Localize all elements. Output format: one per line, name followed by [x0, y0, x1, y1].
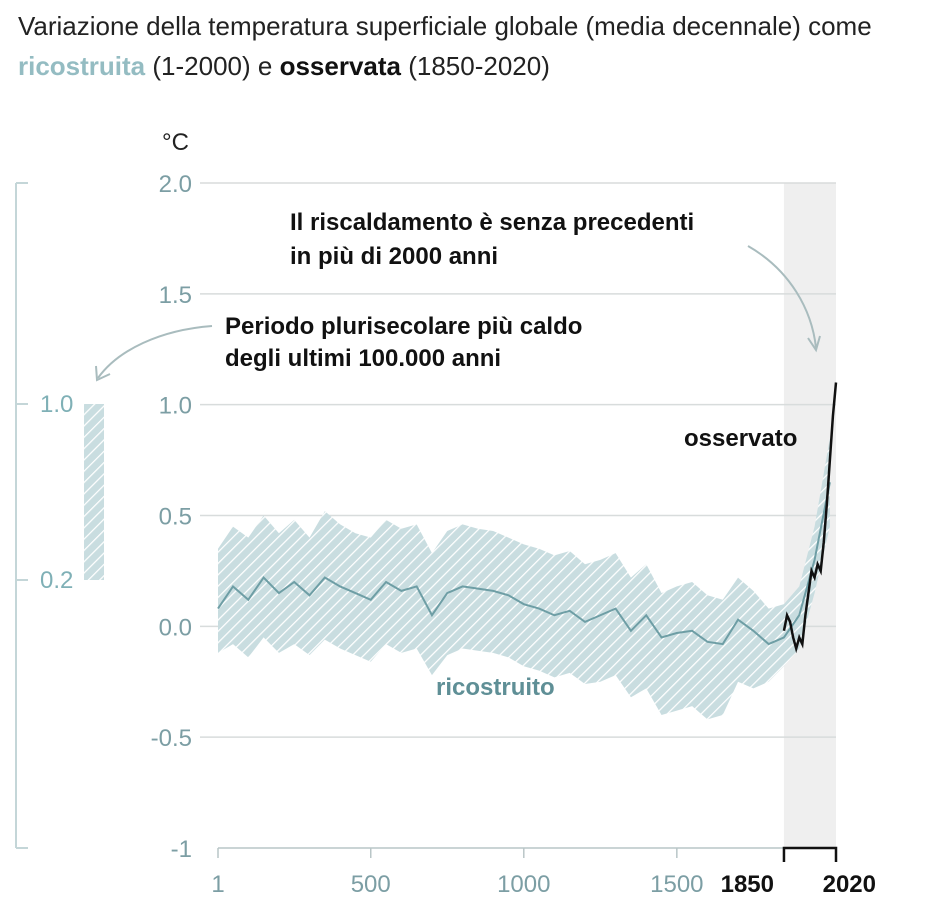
- x-tick-label-bold: 2020: [823, 871, 876, 898]
- annotation-arrowhead-unprecedented: [807, 335, 821, 353]
- chart-title: Variazione della temperatura superficial…: [18, 6, 938, 86]
- annotation-unprecedented-line1: Il riscaldamento è senza precedenti: [290, 209, 694, 236]
- x-tick-label-bold: 1850: [721, 871, 774, 898]
- label-observed: osservato: [684, 425, 797, 452]
- y-tick-label: 2.0: [159, 171, 192, 198]
- annotation-unprecedented-line2: in più di 2000 anni: [290, 243, 498, 270]
- side-panel: 1.0 0.2: [15, 182, 104, 849]
- y-tick-label: -0.5: [151, 725, 192, 752]
- title-part1: Variazione della temperatura superficial…: [18, 11, 872, 41]
- observed-period-bracket: [782, 846, 838, 862]
- y-tick-label: 0.0: [159, 614, 192, 641]
- grid-lines: [200, 182, 836, 738]
- y-tick-label: 0.5: [159, 504, 192, 531]
- y-axis-ticks: 2.0 1.5 1.0 0.5 0.0 -0.5 -1: [151, 171, 192, 863]
- title-part3: (1850-2020): [400, 51, 550, 81]
- annotation-warmest-line1: Periodo plurisecolare più caldo: [225, 313, 582, 340]
- x-tick-label: 1500: [650, 871, 703, 898]
- title-part2: (1-2000) e: [145, 51, 280, 81]
- y-tick-label: 1.5: [159, 282, 192, 309]
- side-label-lower: 0.2: [40, 567, 73, 594]
- reconstructed-uncertainty-band: [218, 437, 830, 720]
- reconstructed-line: [217, 482, 831, 646]
- annotation-arrow-warmest: [97, 325, 213, 379]
- side-label-upper: 1.0: [40, 391, 73, 418]
- y-tick-label: -1: [171, 836, 192, 863]
- title-observed: osservata: [279, 51, 401, 81]
- annotation-arrowhead-warmest: [95, 365, 111, 382]
- x-tick-label: 1000: [497, 871, 550, 898]
- warmest-period-bar: [84, 404, 104, 580]
- annotation-arrow-unprecedented: [747, 245, 817, 349]
- x-tick-label: 1: [211, 871, 224, 898]
- title-reconstructed: ricostruita: [18, 51, 146, 81]
- y-tick-label: 1.0: [159, 393, 192, 420]
- observed-line: [782, 382, 838, 654]
- label-reconstructed: ricostruito: [436, 674, 555, 701]
- x-axis: 1 500 1000 1500 1850 2020: [211, 846, 876, 898]
- x-tick-label: 500: [351, 871, 391, 898]
- y-unit-label: °C: [162, 129, 189, 156]
- annotation-warmest-line2: degli ultimi 100.000 anni: [225, 345, 501, 372]
